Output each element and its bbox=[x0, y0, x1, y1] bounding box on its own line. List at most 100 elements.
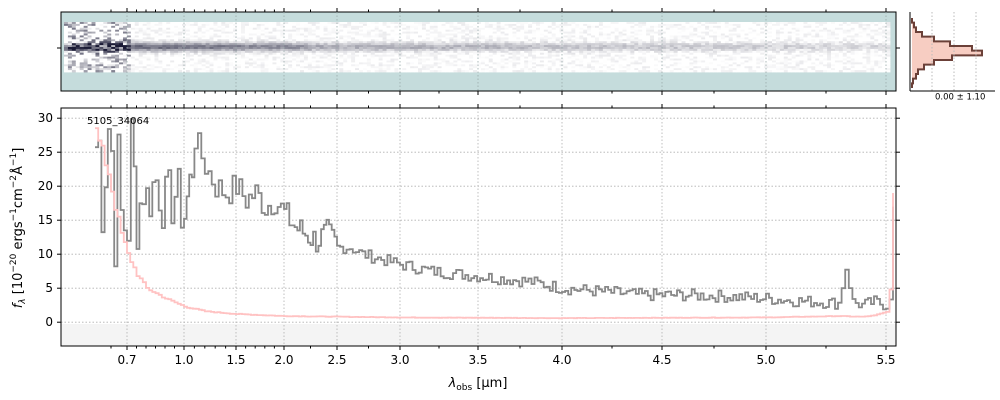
spectrum-2d-pixel bbox=[744, 52, 749, 56]
spectrum-2d-pixel bbox=[728, 68, 734, 71]
spectrum-2d-pixel bbox=[697, 70, 702, 73]
spectrum-2d-pixel bbox=[803, 31, 808, 34]
spectrum-2d-pixel bbox=[366, 39, 372, 42]
spectrum-2d-pixel bbox=[752, 37, 757, 40]
spectrum-2d-pixel bbox=[260, 37, 265, 40]
spectrum-2d-pixel bbox=[724, 35, 730, 38]
spectrum-2d-pixel bbox=[433, 47, 439, 50]
spectrum-2d-pixel bbox=[182, 23, 187, 27]
spectrum-2d-pixel bbox=[630, 41, 635, 44]
spectrum-2d-pixel bbox=[146, 25, 151, 29]
spectrum-2d-pixel bbox=[705, 64, 710, 67]
spectrum-2d-pixel bbox=[480, 62, 486, 65]
spectrum-2d-pixel bbox=[579, 60, 584, 63]
spectrum-2d-pixel bbox=[488, 31, 494, 34]
spectrum-2d-pixel bbox=[201, 66, 206, 69]
spectrum-2d-pixel bbox=[654, 62, 659, 65]
spectrum-2d-pixel bbox=[779, 58, 785, 61]
spectrum-2d-pixel bbox=[512, 48, 517, 52]
spectrum-2d-pixel bbox=[138, 35, 144, 38]
spectrum-2d-pixel bbox=[75, 64, 81, 67]
spectrum-2d-pixel bbox=[398, 45, 403, 48]
spectrum-2d-pixel bbox=[362, 43, 368, 46]
spectrum-2d-pixel bbox=[288, 68, 293, 71]
spectrum-2d-pixel bbox=[681, 58, 686, 61]
spectrum-2d-pixel bbox=[107, 45, 112, 48]
spectrum-2d-pixel bbox=[528, 45, 533, 48]
spectrum-2d-pixel bbox=[67, 58, 73, 61]
spectrum-2d-pixel bbox=[520, 43, 525, 46]
spectrum-2d-pixel bbox=[779, 60, 785, 63]
spectrum-2d-pixel bbox=[79, 64, 85, 67]
spectrum-2d-pixel bbox=[532, 37, 537, 40]
spectrum-2d-pixel bbox=[575, 48, 580, 52]
spectrum-2d-pixel bbox=[496, 29, 501, 33]
spectrum-2d-pixel bbox=[115, 58, 120, 61]
spectrum-2d-pixel bbox=[642, 68, 647, 71]
spectrum-2d-pixel bbox=[347, 54, 352, 58]
spectrum-2d-pixel bbox=[319, 33, 324, 36]
spectrum-2d-pixel bbox=[300, 23, 305, 27]
spectrum-2d-pixel bbox=[339, 52, 344, 56]
spectrum-2d-pixel bbox=[319, 60, 324, 63]
spectrum-2d-pixel bbox=[685, 64, 690, 67]
spectrum-2d-pixel bbox=[292, 48, 297, 52]
spectrum-2d-pixel bbox=[740, 50, 745, 54]
spectrum-2d-pixel bbox=[233, 47, 238, 50]
spectrum-2d-pixel bbox=[512, 37, 517, 40]
spectrum-2d-pixel bbox=[732, 41, 737, 44]
spectrum-2d-pixel bbox=[115, 22, 120, 25]
spectrum-2d-pixel bbox=[536, 39, 541, 42]
spectrum-2d-pixel bbox=[673, 35, 678, 38]
spectrum-2d-pixel bbox=[390, 47, 395, 50]
spectrum-2d-pixel bbox=[115, 64, 120, 67]
spectrum-2d-pixel bbox=[256, 29, 262, 33]
spectrum-2d-pixel bbox=[178, 33, 183, 36]
spectrum-2d-pixel bbox=[768, 62, 773, 65]
spectrum-2d-pixel bbox=[551, 31, 557, 34]
spectrum-2d-pixel bbox=[815, 66, 820, 69]
spectrum-2d-pixel bbox=[602, 31, 608, 34]
spectrum-2d-pixel bbox=[500, 62, 505, 65]
spectrum-2d-pixel bbox=[410, 54, 415, 58]
spectrum-2d-pixel bbox=[811, 47, 816, 50]
spectrum-2d-pixel bbox=[760, 47, 765, 50]
spectrum-2d-pixel bbox=[547, 56, 553, 59]
spectrum-2d-pixel bbox=[441, 56, 446, 59]
spectrum-2d-pixel bbox=[630, 54, 635, 58]
spectrum-2d-pixel bbox=[300, 50, 305, 54]
spectrum-2d-pixel bbox=[366, 48, 372, 52]
spectrum-2d-pixel bbox=[378, 29, 383, 33]
spectrum-2d-pixel bbox=[571, 25, 576, 29]
spectrum-2d-pixel bbox=[484, 43, 490, 46]
spectrum-2d-pixel bbox=[91, 64, 96, 67]
spectrum-2d-pixel bbox=[732, 66, 737, 69]
spectrum-2d-pixel bbox=[437, 45, 442, 48]
spectrum-2d-pixel bbox=[595, 37, 600, 40]
spectrum-2d-pixel bbox=[307, 39, 313, 42]
spectrum-2d-pixel bbox=[685, 58, 690, 61]
spectrum-2d-pixel bbox=[272, 39, 277, 42]
spectrum-2d-pixel bbox=[123, 62, 128, 65]
spectrum-2d-pixel bbox=[815, 54, 820, 58]
spectrum-2d-pixel bbox=[107, 47, 112, 50]
spectrum-2d-pixel bbox=[449, 54, 454, 58]
spectrum-2d-pixel bbox=[709, 70, 714, 73]
spectrum-2d-pixel bbox=[488, 54, 494, 58]
spectrum-2d-pixel bbox=[606, 22, 612, 25]
spectrum-2d-pixel bbox=[343, 29, 348, 33]
spectrum-2d-pixel bbox=[732, 52, 737, 56]
spectrum-2d-pixel bbox=[657, 25, 663, 29]
spectrum-2d-pixel bbox=[626, 50, 631, 54]
spectrum-2d-pixel bbox=[693, 47, 698, 50]
spectrum-2d-pixel bbox=[508, 47, 513, 50]
spectrum-2d-pixel bbox=[650, 39, 655, 42]
spectrum-2d-pixel bbox=[610, 35, 616, 38]
spectrum-2d-pixel bbox=[370, 31, 376, 34]
spectrum-2d-pixel bbox=[170, 68, 175, 71]
spectrum-2d-pixel bbox=[697, 47, 702, 50]
spectrum-2d-pixel bbox=[532, 50, 537, 54]
spectrum-2d-pixel bbox=[296, 33, 301, 36]
spectrum-2d-pixel bbox=[642, 37, 647, 40]
spectrum-2d-pixel bbox=[130, 43, 136, 46]
